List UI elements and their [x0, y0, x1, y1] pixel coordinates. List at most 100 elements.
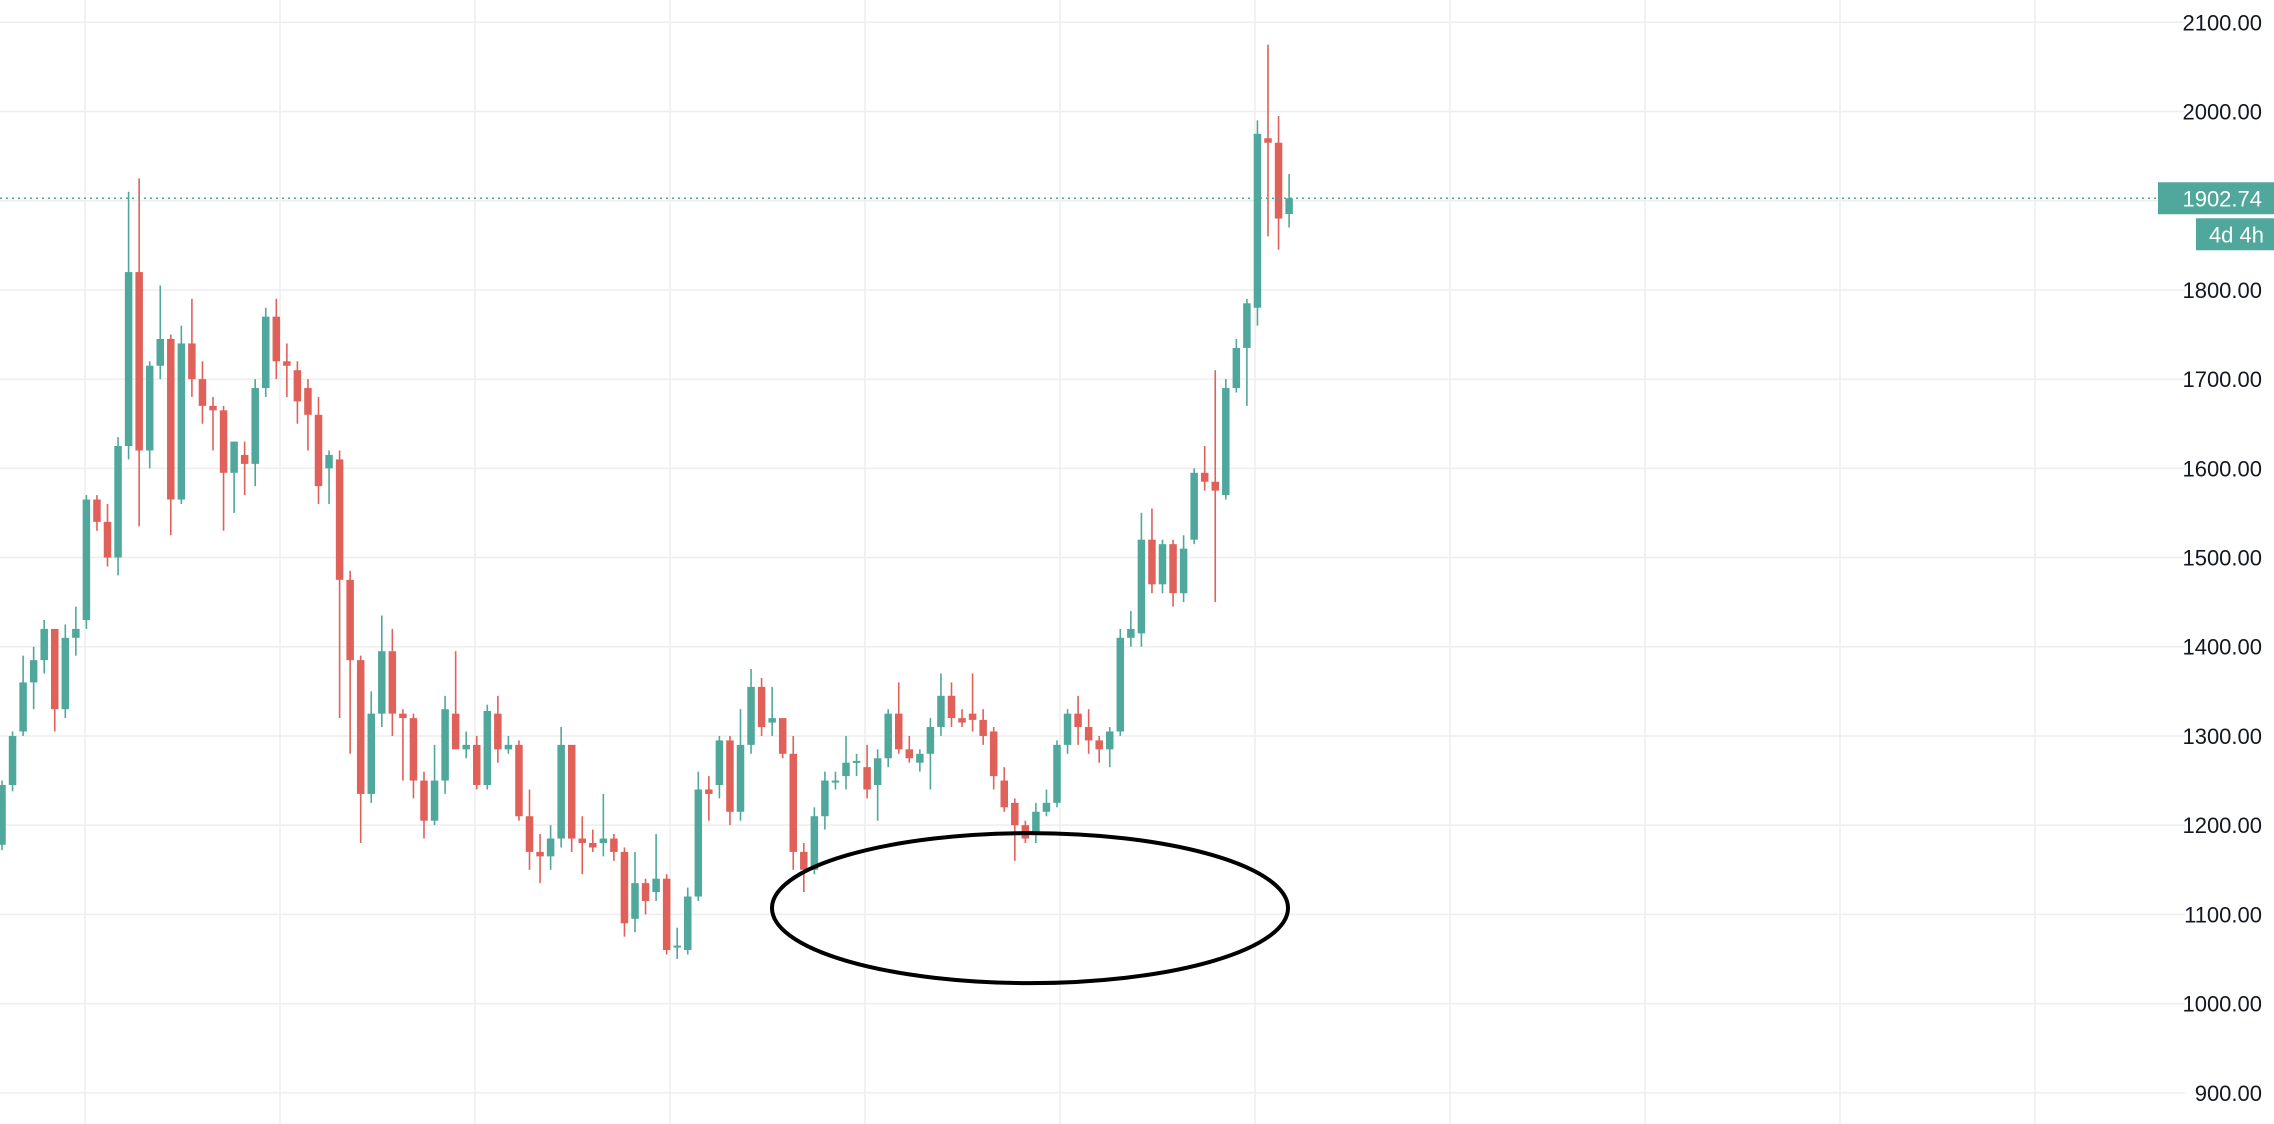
candle-body [958, 718, 966, 723]
candle [905, 735, 914, 763]
candle-body [93, 499, 101, 522]
candle [72, 606, 80, 656]
candle [51, 628, 59, 732]
price-axis[interactable]: 900.00 1000.00 1100.00 1200.00 1300.00 1400.0… [2182, 10, 2262, 1105]
price-axis-tick-label: 1600.00 [2182, 456, 2262, 481]
candle [968, 673, 977, 732]
candle [356, 655, 365, 843]
candle-body [599, 838, 608, 843]
price-axis-tick-label: 2000.00 [2182, 100, 2262, 125]
candle [620, 847, 629, 937]
candle [240, 441, 249, 496]
candle-body [451, 713, 460, 750]
candle-body [1243, 303, 1251, 348]
candle [1127, 611, 1135, 647]
candle-body [356, 660, 365, 794]
countdown-label: 4d 4h [2209, 222, 2264, 247]
price-axis-tick-label: 1000.00 [2182, 992, 2262, 1017]
candle-body [525, 816, 534, 852]
candle-body [937, 695, 945, 728]
candle [283, 343, 291, 397]
candle-body [884, 713, 892, 759]
candle [1243, 298, 1251, 406]
candle-body [262, 316, 270, 389]
candle-body [124, 272, 133, 447]
candle-body [177, 343, 186, 500]
candle [462, 731, 470, 759]
candle [726, 735, 734, 826]
candle-body [251, 388, 259, 464]
candle-body [219, 410, 228, 473]
candle-body [905, 749, 914, 759]
candle [451, 651, 460, 750]
candle [1074, 695, 1082, 745]
candle [947, 682, 956, 728]
candle-body [494, 713, 502, 750]
candle-body [736, 744, 745, 812]
candle-body [198, 379, 207, 406]
candle [884, 709, 892, 768]
candle [1095, 735, 1103, 763]
candle [262, 307, 270, 397]
candle [156, 285, 164, 380]
candle-body [409, 718, 418, 781]
candle [789, 735, 797, 870]
candle [1000, 767, 1008, 812]
candle [114, 437, 122, 576]
candle-body [1190, 472, 1198, 540]
price-axis-tick-label: 1100.00 [2184, 902, 2262, 927]
candle-body [1000, 780, 1008, 808]
candle [1190, 468, 1198, 545]
candle-body [694, 789, 703, 897]
candle-body [325, 454, 333, 469]
candle-body [1285, 198, 1293, 215]
candle-body [567, 744, 576, 839]
candle-body [757, 686, 766, 728]
candle [641, 878, 650, 915]
candle-body [304, 388, 312, 415]
candle-body [895, 713, 903, 750]
annotation-ellipse[interactable] [770, 831, 1290, 986]
candle [1222, 379, 1230, 500]
last-price-tag-bg [2158, 182, 2274, 215]
candle-body [662, 878, 671, 951]
candle [926, 718, 935, 790]
candle-body [167, 338, 175, 500]
price-axis-tick-label: 1800.00 [2182, 278, 2262, 303]
last-price-tag: 1902.74 [2158, 182, 2274, 215]
candle-body [283, 361, 291, 366]
candle [1032, 802, 1040, 843]
candle [1053, 740, 1061, 808]
candle [684, 887, 692, 955]
candle-body [589, 843, 597, 848]
candle [82, 495, 91, 629]
candle [736, 709, 745, 821]
candle-body [863, 767, 871, 790]
candle [1106, 727, 1114, 768]
candle [0, 780, 6, 851]
candle [167, 334, 175, 536]
candle-body [1095, 740, 1103, 750]
candle-body [1053, 744, 1061, 803]
candle [219, 405, 228, 531]
candle [599, 793, 608, 857]
candle [1179, 535, 1188, 603]
candle-body [388, 651, 397, 714]
candle-body [82, 499, 91, 620]
candle [346, 570, 354, 754]
candle [895, 682, 903, 754]
candle-body [367, 713, 375, 794]
candle-body [778, 718, 787, 754]
candle [430, 744, 439, 826]
candle-body [430, 780, 439, 821]
horizontal-grid [0, 21, 2185, 1094]
price-axis-tick-label: 2100.00 [2182, 10, 2262, 35]
candle-body [1200, 472, 1209, 482]
candle [546, 825, 555, 870]
candle-body [145, 365, 154, 451]
candle-body [578, 838, 586, 843]
candle-body [399, 713, 407, 719]
candle [399, 709, 407, 781]
candle-body [1169, 544, 1177, 594]
